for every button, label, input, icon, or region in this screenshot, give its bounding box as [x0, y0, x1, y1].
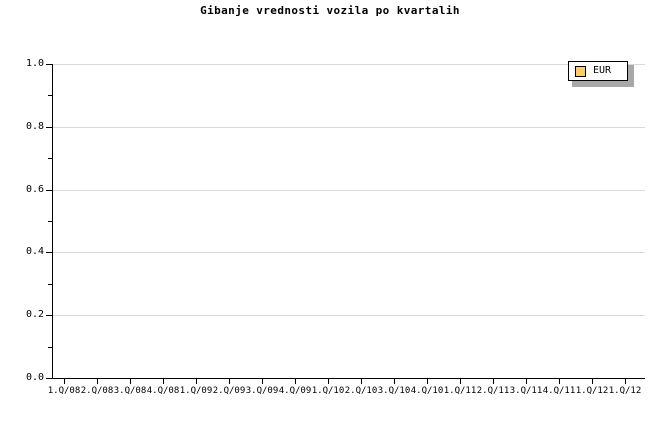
x-tick	[625, 379, 626, 384]
y-axis-line	[52, 64, 53, 379]
x-tick	[427, 379, 428, 384]
gridline	[52, 126, 645, 128]
x-axis-tick-label: 1.Q/08	[47, 386, 81, 396]
plot-area	[52, 64, 645, 378]
y-tick-major	[46, 315, 52, 317]
x-axis-tick-label: 2.Q/08	[80, 386, 114, 396]
x-tick	[460, 379, 461, 384]
x-tick	[592, 379, 593, 384]
x-axis-tick-label: 4.Q/08	[146, 386, 180, 396]
y-tick-major	[46, 378, 52, 379]
y-tick-minor	[48, 95, 52, 97]
x-axis-tick-label: 1.Q/11	[443, 386, 477, 396]
x-tick	[229, 379, 230, 384]
x-axis-tick-label: 4.Q/09	[278, 386, 312, 396]
y-axis-tick-label: 0.4	[25, 246, 44, 258]
y-axis-tick-label: 1.0	[25, 58, 44, 69]
x-tick	[328, 379, 329, 384]
x-tick	[526, 379, 527, 384]
legend-label-eur: EUR	[593, 65, 612, 76]
x-axis-tick-label: 1.Q/09	[179, 386, 213, 396]
x-tick	[394, 379, 395, 384]
x-axis-tick-label: 3.Q/08	[113, 386, 147, 396]
y-axis-tick-label: 0.0	[25, 372, 44, 383]
y-tick-major	[46, 189, 52, 191]
x-axis-tick-label: 3.Q/10	[377, 386, 411, 396]
x-axis-tick-label: 1.Q/12	[575, 386, 609, 396]
x-axis-tick-label: 4.Q/11	[542, 386, 576, 396]
legend-swatch-icon	[575, 65, 586, 77]
gridline	[52, 252, 645, 254]
x-axis-tick-label: 3.Q/09	[245, 386, 279, 396]
y-tick-minor	[48, 283, 52, 285]
x-tick	[196, 379, 197, 384]
y-tick-major	[46, 126, 52, 128]
x-axis-line	[52, 378, 645, 379]
y-tick-major	[46, 64, 52, 65]
x-tick	[361, 379, 362, 384]
y-axis-labels: 0.0 0.2 0.4 0.6 0.8 1.0	[0, 0, 44, 440]
y-tick-minor	[48, 158, 52, 160]
gridline	[52, 64, 645, 65]
chart-title: Gibanje vrednosti vozila po kvartalih	[200, 4, 460, 17]
x-tick	[493, 379, 494, 384]
chart-legend[interactable]: EUR	[568, 61, 628, 81]
x-axis-tick-label: 2.Q/09	[212, 386, 246, 396]
y-tick-minor	[48, 346, 52, 348]
x-tick	[97, 379, 98, 384]
x-axis-tick-label: 1.Q/12	[608, 386, 642, 396]
x-axis-tick-label: 2.Q/11	[476, 386, 510, 396]
y-axis-tick-label: 0.6	[25, 183, 44, 195]
y-tick-major	[46, 252, 52, 254]
gridline	[52, 315, 645, 317]
gridline	[52, 189, 645, 191]
x-axis-tick-label: 4.Q/10	[410, 386, 444, 396]
x-tick	[130, 379, 131, 384]
y-tick-minor	[48, 221, 52, 222]
x-tick	[64, 379, 65, 384]
x-axis-tick-label: 3.Q/11	[509, 386, 543, 396]
x-tick	[262, 379, 263, 384]
x-tick	[295, 379, 296, 384]
x-axis-tick-label: 1.Q/10	[311, 386, 345, 396]
x-axis-tick-label: 2.Q/10	[344, 386, 378, 396]
y-axis-tick-label: 0.8	[25, 120, 44, 132]
x-tick	[559, 379, 560, 384]
y-axis-tick-label: 0.2	[25, 309, 44, 321]
x-tick	[163, 379, 164, 384]
